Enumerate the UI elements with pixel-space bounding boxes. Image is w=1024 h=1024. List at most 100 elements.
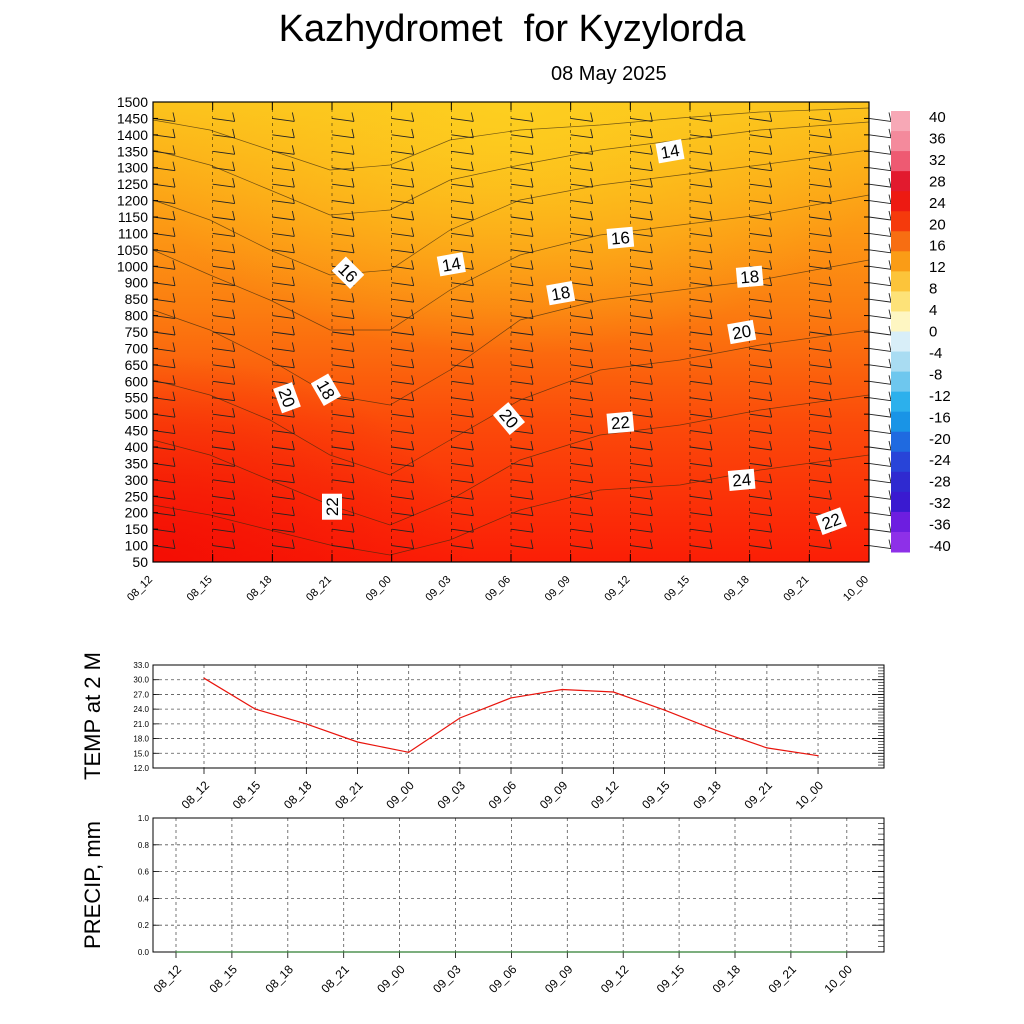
- wind-barb: [510, 309, 534, 320]
- x-tick-label: 09_00: [374, 962, 408, 996]
- temperature-point: [459, 717, 461, 719]
- wind-barb: [212, 457, 236, 467]
- wind-barb: [212, 440, 236, 451]
- contour-label-box: [655, 139, 685, 164]
- wind-barb: [689, 523, 713, 533]
- y-tick-label: 1.0: [138, 814, 150, 823]
- wind-barb: [212, 210, 236, 221]
- y-tick-label: 0.4: [138, 894, 150, 903]
- contour-label-text: 14: [659, 141, 681, 163]
- wind-barb: [272, 227, 295, 237]
- x-tick-label: 09_18: [710, 962, 744, 996]
- wind-barb: [570, 309, 594, 320]
- temperature-point: [766, 747, 768, 749]
- x-tick-label: 09_03: [434, 778, 468, 812]
- x-tick-label: 08_12: [125, 574, 155, 604]
- cross-section-plot: 5010015020025030035040045050055060065070…: [117, 94, 892, 604]
- wind-barb: [212, 145, 236, 155]
- contour-label-text: 16: [610, 228, 631, 249]
- isotherm-line: [152, 107, 870, 171]
- precipitation-panel: 1.0 0.8 0.6 0.4 0.2 0.008_12 08_15 08_18 08_21 09…: [80, 814, 885, 996]
- wind-barb: [570, 145, 594, 155]
- wind-barb: [868, 523, 892, 533]
- contour-label: 16: [606, 226, 635, 249]
- wind-barb: [630, 375, 653, 385]
- wind-barb: [510, 293, 534, 303]
- wind-barb: [391, 178, 415, 188]
- y-tick-label: 1450: [117, 110, 148, 126]
- wind-barb: [451, 325, 474, 336]
- wind-barb: [331, 473, 355, 484]
- wind-barb: [391, 457, 415, 467]
- contour-label-box: [331, 256, 365, 289]
- wind-barb: [749, 457, 773, 467]
- wind-barb: [152, 293, 176, 303]
- contour-label-box: [735, 265, 764, 288]
- colorbar: 4036322824201612840-4-8-12-16-20-24-28-3…: [891, 109, 951, 555]
- wind-barb: [570, 506, 594, 517]
- wind-barb: [391, 424, 415, 435]
- wind-barb: [749, 358, 773, 369]
- y-tick-label: 1000: [117, 258, 148, 274]
- wind-barb: [272, 473, 295, 484]
- contour-label-box: [606, 411, 635, 434]
- y-tick-label: 700: [125, 340, 149, 356]
- y-tick-label: 250: [125, 488, 149, 504]
- wind-barb: [570, 260, 594, 270]
- y-tick-label: 0.8: [138, 841, 150, 850]
- contour-label-box: [273, 382, 301, 414]
- colorbar-label: -32: [929, 495, 951, 512]
- temperature-point: [561, 688, 563, 691]
- wind-barb: [451, 194, 474, 205]
- wind-barb: [809, 309, 832, 320]
- wind-barb: [331, 375, 355, 385]
- wind-barb: [331, 539, 355, 550]
- y-tick-label: 650: [125, 357, 149, 373]
- wind-barb: [152, 227, 176, 237]
- wind-barb: [630, 128, 653, 139]
- wind-barb: [272, 424, 295, 435]
- x-tick-label: 08_12: [179, 778, 213, 812]
- temperature-point: [715, 729, 717, 731]
- wind-barb: [630, 440, 653, 451]
- wind-barb: [451, 440, 474, 451]
- wind-barb: [630, 490, 653, 500]
- wind-barb: [630, 523, 653, 533]
- precipitation-point: [790, 951, 792, 953]
- wind-barb: [630, 145, 653, 155]
- colorbar-label: 0: [929, 324, 937, 341]
- wind-barb: [630, 243, 653, 254]
- wind-barb: [212, 408, 236, 418]
- wind-barb: [570, 161, 594, 172]
- wind-barb: [451, 457, 474, 467]
- wind-barb: [689, 457, 713, 467]
- contour-label-box: [546, 281, 576, 306]
- wind-barb: [749, 194, 773, 205]
- wind-barb: [689, 375, 713, 385]
- colorbar-swatch: [891, 131, 910, 152]
- colorbar-swatch: [891, 351, 910, 373]
- wind-barb: [212, 424, 236, 435]
- wind-barb: [689, 309, 713, 320]
- colorbar-swatch: [891, 211, 910, 232]
- wind-barb: [331, 408, 355, 418]
- panel-frame: [152, 817, 885, 953]
- temperature-point: [817, 755, 819, 757]
- wind-barb: [272, 309, 295, 320]
- y-tick-label: 150: [125, 521, 149, 537]
- wind-barb: [809, 473, 832, 484]
- x-tick-label: 09_00: [383, 778, 417, 812]
- wind-barb: [570, 178, 594, 188]
- contour-label: 14: [655, 139, 685, 164]
- wind-barb: [510, 178, 534, 188]
- wind-barb: [689, 424, 713, 435]
- wind-barb: [570, 457, 594, 467]
- x-tick-label: 10_00: [821, 962, 855, 996]
- wind-barb: [809, 161, 832, 172]
- wind-barb: [630, 178, 653, 188]
- wind-barb: [809, 408, 832, 418]
- colorbar-label: 36: [929, 130, 946, 147]
- wind-barb: [510, 440, 534, 451]
- wind-barb: [749, 342, 773, 352]
- wind-barb: [570, 523, 594, 533]
